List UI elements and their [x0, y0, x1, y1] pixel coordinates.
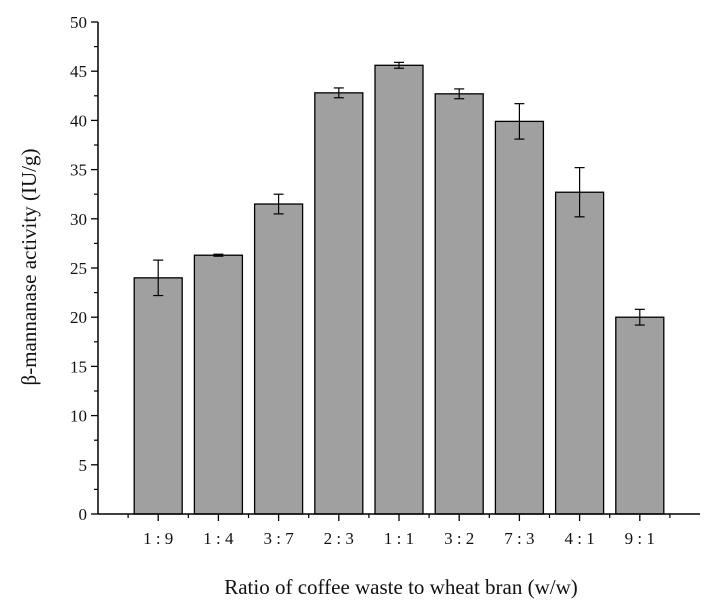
- bar: [193, 254, 244, 515]
- x-tick-label: 2 : 3: [324, 529, 354, 548]
- y-tick-label: 30: [70, 210, 87, 229]
- x-tick-label: 1 : 4: [203, 529, 234, 548]
- error-bar: [213, 253, 224, 257]
- y-tick-label: 50: [70, 13, 87, 32]
- error-bar: [574, 167, 585, 218]
- y-tick-label: 25: [70, 259, 87, 278]
- y-tick-label: 0: [79, 505, 88, 524]
- x-tick-label: 3 : 7: [263, 529, 294, 548]
- x-tick-label: 7 : 3: [504, 529, 534, 548]
- bar: [434, 93, 484, 515]
- x-tick-label: 1 : 9: [143, 529, 173, 548]
- bar: [374, 64, 424, 515]
- y-tick-label: 40: [70, 111, 87, 130]
- y-axis-title: β-mannanase activity (IU/g): [17, 149, 41, 386]
- bar: [253, 203, 304, 515]
- x-tick-label: 9 : 1: [625, 529, 655, 548]
- error-bar: [333, 87, 344, 99]
- error-bar: [454, 88, 465, 100]
- y-tick-label: 20: [70, 308, 87, 327]
- x-axis-title: Ratio of coffee waste to wheat bran (w/w…: [224, 575, 578, 599]
- bar: [615, 316, 665, 515]
- error-bar: [634, 308, 645, 326]
- error-bar: [394, 61, 404, 69]
- bar: [494, 120, 545, 515]
- error-bar: [153, 259, 164, 297]
- y-tick-label: 10: [70, 407, 87, 426]
- bar: [314, 92, 364, 515]
- y-tick-label: 45: [70, 62, 87, 81]
- error-bar: [273, 193, 284, 215]
- x-tick-label: 4 : 1: [564, 529, 594, 548]
- y-tick-label: 5: [79, 456, 88, 475]
- y-tick-label: 35: [70, 161, 87, 180]
- x-tick-label: 3 : 2: [444, 529, 474, 548]
- axes-group: 1 : 9 1 : 4 3 : 7 2 : 3 1 : 1 3 : 2 7 : 3 4 : 1…: [70, 13, 700, 548]
- error-bar: [514, 103, 525, 140]
- bar: [133, 277, 183, 515]
- bar: [554, 191, 605, 515]
- bars-group: [133, 61, 665, 515]
- x-tick-label: 1 : 1: [384, 529, 414, 548]
- y-tick-label: 15: [70, 357, 87, 376]
